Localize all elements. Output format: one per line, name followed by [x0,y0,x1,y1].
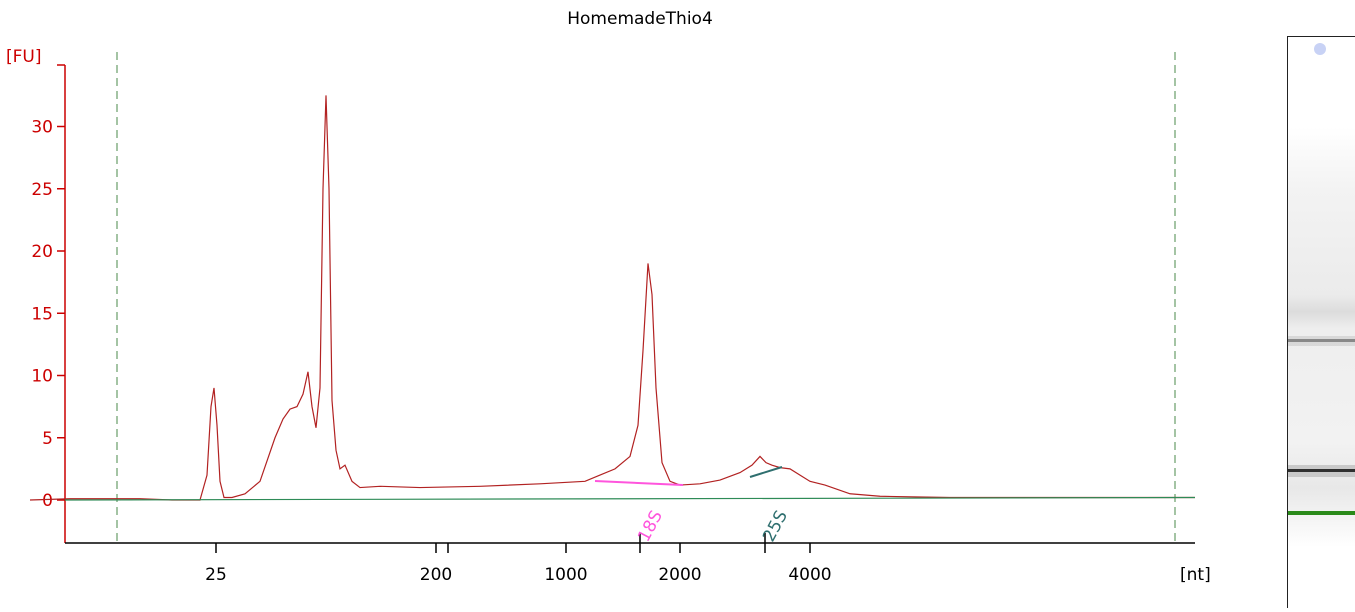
peak-18s-baseline [594,480,684,486]
x-axis: 25 200 1000 2000 4000 [65,533,1195,585]
series-layer [29,95,1196,501]
series-line-baseline [64,496,1196,501]
y-tick-label: 30 [31,118,53,138]
y-axis-label: [FU] [6,47,42,67]
gel-band-25s [1288,469,1355,472]
x-tick-label: 2000 [658,565,701,585]
y-axis: 0 5 10 15 20 25 30 [31,64,66,543]
y-tick-label: 20 [31,242,53,262]
peak-25s-baseline [749,466,783,478]
y-tick-label: 5 [42,429,53,449]
peak-label-18s: 18S [634,507,667,545]
x-tick-label: 4000 [788,565,831,585]
gel-band-18s [1288,339,1355,342]
y-tick-label: 10 [31,367,53,387]
gel-band-marker [1288,511,1355,515]
x-tick-label: 25 [205,565,227,585]
gel-lane-image [1288,43,1355,547]
gel-lane-background [1288,127,1355,547]
gel-band-25s-halo [1288,465,1355,477]
y-tick-label: 15 [31,304,53,324]
y-tick-label: 25 [31,180,53,200]
chart-title: HomemadeThio4 [567,9,713,29]
guide-lines [116,52,1176,543]
gel-band-18s-halo [1288,336,1355,346]
gel-lane-panel [1287,36,1355,608]
peak-label-25s: 25S [759,507,792,545]
x-tick-label: 200 [420,565,452,585]
y-tick-label: 0 [42,491,53,511]
series-line-fluorescence [29,95,1195,501]
x-axis-label: [nt] [1180,565,1211,585]
well-marker-icon [1314,43,1326,55]
marker-layer: 18S 25S [594,466,792,545]
x-tick-label: 1000 [544,565,587,585]
